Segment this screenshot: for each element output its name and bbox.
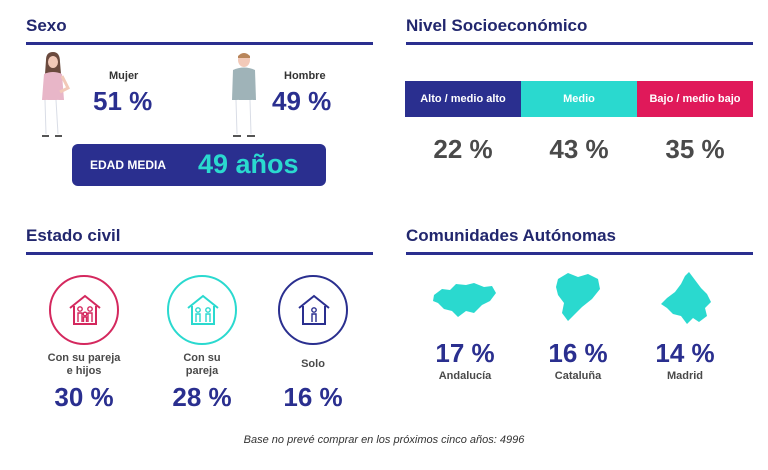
estado-civil-title: Estado civil	[26, 226, 373, 255]
nse-title: Nivel Socioeconómico	[406, 16, 753, 45]
estado-civil-ring-solo	[278, 275, 348, 345]
estado-civil-value-pareja: 28 %	[172, 382, 232, 412]
estado-civil-label-familia-line1: Con su pareja	[47, 352, 121, 364]
nse-value-medio: 43 %	[549, 134, 609, 164]
madrid-label: Madrid	[666, 370, 704, 382]
footnote: Base no prevé comprar en los próximos ci…	[243, 434, 525, 446]
andalucia-label: Andalucía	[438, 370, 492, 382]
mujer-label: Mujer	[109, 70, 139, 82]
family-house-icon	[69, 294, 101, 325]
couple-house-icon	[187, 294, 219, 325]
hombre-label: Hombre	[284, 70, 326, 82]
andalucia-map-icon	[433, 283, 496, 317]
sexo-title: Sexo	[26, 16, 373, 45]
edad-media-value: 49 años	[198, 149, 299, 179]
nse-segment-medio: Medio	[521, 81, 637, 117]
hombre-value: 49 %	[272, 86, 332, 116]
single-house-icon	[298, 294, 330, 325]
nse-value-bajo: 35 %	[665, 134, 725, 164]
woman-figure-icon	[42, 52, 71, 137]
madrid-map-icon	[661, 272, 711, 324]
comunidades-title: Comunidades Autónomas	[406, 226, 753, 255]
estado-civil-value-solo: 16 %	[283, 382, 343, 412]
cataluna-value: 16 %	[548, 338, 608, 368]
nse-segment-bajo: Bajo / medio bajo	[637, 81, 753, 117]
cataluna-map-icon	[556, 273, 600, 321]
estado-civil-label-familia-line2: e hijos	[66, 365, 102, 377]
estado-civil-label-pareja-line2: pareja	[185, 365, 219, 377]
man-figure-icon	[232, 53, 256, 137]
nse-value-alto: 22 %	[433, 134, 493, 164]
estado-civil-label-pareja-line1: Con su	[183, 352, 221, 364]
estado-civil-ring-familia	[49, 275, 119, 345]
andalucia-value: 17 %	[435, 338, 495, 368]
madrid-value: 14 %	[655, 338, 715, 368]
edad-media-box: EDAD MEDIA 49 años	[72, 144, 326, 186]
mujer-value: 51 %	[93, 86, 153, 116]
edad-media-label: EDAD MEDIA	[90, 158, 167, 172]
estado-civil-label-solo-line1: Solo	[301, 358, 325, 370]
cataluna-label: Cataluña	[554, 370, 602, 382]
estado-civil-ring-pareja	[167, 275, 237, 345]
nse-segment-alto: Alto / medio alto	[405, 81, 521, 117]
estado-civil-value-familia: 30 %	[54, 382, 114, 412]
